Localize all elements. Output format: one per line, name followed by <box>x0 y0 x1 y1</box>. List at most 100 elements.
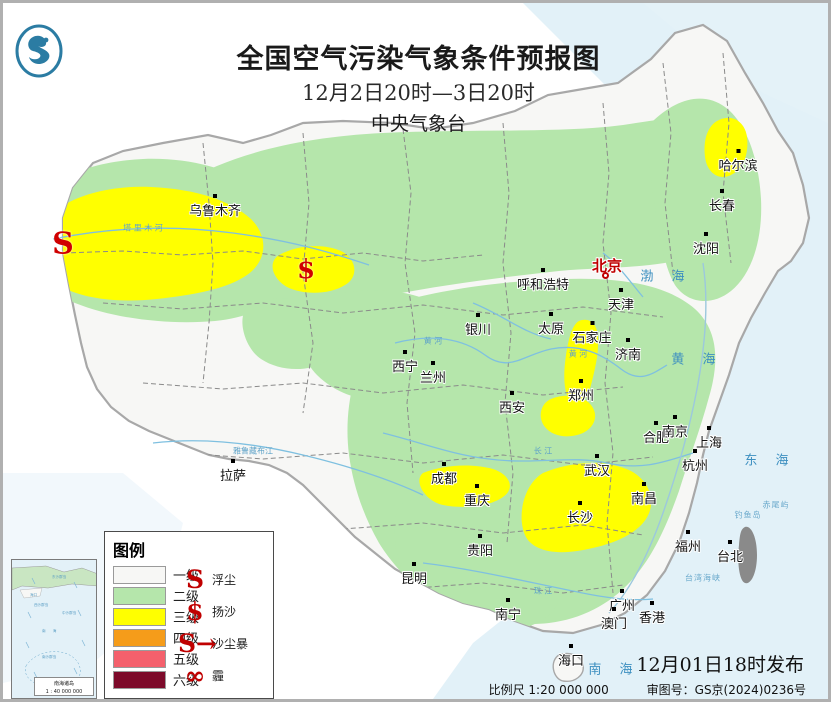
city-label-7: 银川 <box>465 313 491 338</box>
city-marker-dot <box>618 288 623 292</box>
city-label-9: 石家庄 <box>572 321 612 346</box>
city-marker-dot <box>611 607 616 611</box>
city-marker-dot <box>706 426 711 430</box>
legend-swatch-4 <box>113 649 166 668</box>
city-label-15: 合肥 <box>643 421 669 446</box>
city-marker-dot <box>641 482 646 486</box>
city-label-8: 太原 <box>538 312 564 337</box>
legend-level-label-3: 四级 <box>173 632 200 647</box>
city-marker-dot <box>477 534 482 538</box>
legend-title: 图例 <box>113 541 146 560</box>
river-label-2: 黄 河 <box>568 349 588 359</box>
city-label-0: 北京 <box>592 255 622 279</box>
south-china-sea-inset: 海口 东沙群岛 西沙群岛 中沙群岛 南沙群岛 南 海 南海诸岛 1 : 40 0… <box>11 559 97 699</box>
svg-text:南沙群岛: 南沙群岛 <box>42 654 57 659</box>
legend-symbol-label-0: 浮尘 <box>212 572 237 587</box>
city-marker-dot <box>505 598 510 602</box>
legend-symbol-glyph-1: $ <box>186 596 204 626</box>
city-marker-dot <box>653 421 658 425</box>
city-marker-dot <box>685 530 690 534</box>
legend-swatch-3 <box>113 628 166 647</box>
sea-label-1: 黄 海 <box>671 352 723 368</box>
city-label-3: 长春 <box>709 189 735 214</box>
legend-swatch-5 <box>113 670 166 689</box>
city-label-25: 福州 <box>675 530 701 555</box>
svg-text:中沙群岛: 中沙群岛 <box>62 610 77 615</box>
inset-scale: 南海诸岛 1 : 40 000 000 <box>34 677 94 696</box>
city-label-14: 西安 <box>499 391 525 416</box>
legend-swatch-1 <box>113 586 166 605</box>
city-marker-dot <box>509 391 514 395</box>
city-label-22: 成都 <box>431 462 457 487</box>
city-marker-dot <box>411 562 416 566</box>
legend-level-row-3: 四级 <box>113 627 273 648</box>
legend-symbol-row-3: ∞ 霾 <box>178 659 288 691</box>
legend-symbol-list: S 浮尘 $ 扬沙 S→ 沙尘暴 ∞ 霾 <box>178 563 288 691</box>
city-label-6: 乌鲁木齐 <box>189 194 241 219</box>
city-marker-dot <box>601 272 609 279</box>
city-marker-dot <box>692 449 697 453</box>
legend-level-row-5: 六级 <box>113 669 273 690</box>
legend-symbol-glyph-0: S <box>185 564 205 594</box>
legend-symbol-label-2: 沙尘暴 <box>212 636 249 651</box>
city-marker-dot <box>719 189 724 193</box>
river-label-1: 黄 河 <box>423 336 443 346</box>
city-label-28: 南宁 <box>495 598 521 623</box>
hainan-island <box>552 652 584 682</box>
river-label-3: 长 江 <box>533 446 553 456</box>
legend-symbol-row-2: S→ 沙尘暴 <box>178 627 288 659</box>
city-label-23: 重庆 <box>464 484 490 509</box>
legend-symbol-label-1: 扬沙 <box>212 604 237 619</box>
city-label-32: 海口 <box>558 644 584 669</box>
dust-symbol-0: S <box>52 226 74 262</box>
city-label-16: 南京 <box>662 415 688 440</box>
china-map <box>3 3 828 699</box>
city-marker-dot <box>402 350 407 354</box>
river-label-0: 塔 里 木 河 <box>123 223 163 233</box>
inset-scale-value: 1 : 40 000 000 <box>45 689 83 695</box>
city-label-17: 上海 <box>696 426 722 451</box>
city-marker-dot <box>540 268 545 272</box>
city-marker-dot <box>474 484 479 488</box>
footer-line: 比例尺 1:20 000 000 审图号：GS京(2024)0236号 <box>489 681 806 698</box>
legend-level-label-2: 三级 <box>173 611 200 626</box>
release-time: 12月01日18时发布 <box>636 654 804 676</box>
city-marker-dot <box>548 312 553 316</box>
city-label-4: 沈阳 <box>693 232 719 257</box>
city-label-12: 西宁 <box>392 350 418 375</box>
legend-swatch-0 <box>113 565 166 584</box>
city-label-13: 兰州 <box>420 361 446 386</box>
city-label-26: 台北 <box>717 540 743 565</box>
dust-symbol-1: $ <box>296 255 316 285</box>
legend-symbol-row-1: $ 扬沙 <box>178 595 288 627</box>
city-label-30: 香港 <box>639 601 665 626</box>
city-label-33: 拉萨 <box>220 459 246 484</box>
legend-symbol-glyph-2: S→ <box>178 628 218 658</box>
sea-label-6: 赤尾屿 <box>762 500 790 510</box>
city-marker-dot <box>625 338 630 342</box>
legend-swatch-2 <box>113 607 166 626</box>
sea-label-2: 东 海 <box>744 453 796 469</box>
legend-level-row-1: 二级 <box>113 585 273 606</box>
sea-label-3: 南 海 <box>588 662 640 678</box>
city-label-11: 郑州 <box>568 379 594 404</box>
city-marker-dot <box>589 321 594 325</box>
city-marker-dot <box>430 361 435 365</box>
river-label-4: 雅鲁藏布江 <box>233 446 273 456</box>
sea-label-0: 渤 海 <box>640 269 692 285</box>
legend-level-row-2: 三级 <box>113 606 273 627</box>
city-marker-dot <box>594 454 599 458</box>
approval-number: 审图号：GS京(2024)0236号 <box>646 683 806 697</box>
legend-symbol-row-0: S 浮尘 <box>178 563 288 595</box>
legend-symbol-label-3: 霾 <box>212 668 225 683</box>
city-marker-dot <box>475 313 480 317</box>
city-marker-dot <box>212 194 217 198</box>
city-label-31: 澳门 <box>601 607 627 632</box>
svg-text:东沙群岛: 东沙群岛 <box>52 574 67 579</box>
legend-level-row-4: 五级 <box>113 648 273 669</box>
city-label-20: 南昌 <box>631 482 657 507</box>
svg-text:西沙群岛: 西沙群岛 <box>34 602 49 607</box>
city-marker-dot <box>568 644 573 648</box>
svg-text:海口: 海口 <box>30 592 38 597</box>
svg-text:南 海: 南 海 <box>42 628 59 633</box>
